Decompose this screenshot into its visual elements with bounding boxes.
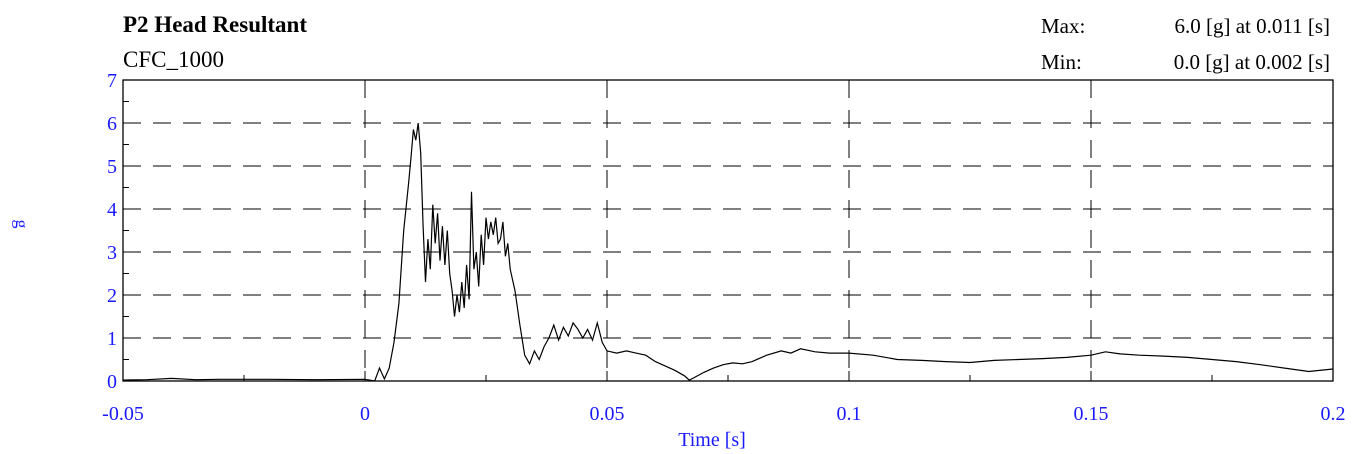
y-tick-label: 6 xyxy=(107,113,117,135)
series-line xyxy=(122,122,1334,382)
grid-lines xyxy=(123,80,1333,381)
x-tick-label: 0.15 xyxy=(1074,403,1109,425)
y-tick-labels: 0 1 2 3 4 5 6 7 xyxy=(107,70,117,393)
x-axis-label: Time [s] xyxy=(678,429,746,451)
min-label: Min: xyxy=(1041,50,1082,74)
max-value: 6.0 [g] at 0.011 [s] xyxy=(1174,14,1330,38)
y-tick-label: 5 xyxy=(107,156,117,178)
min-value: 0.0 [g] at 0.002 [s] xyxy=(1173,50,1330,74)
y-tick-label: 1 xyxy=(107,328,117,350)
x-tick-label: 0.1 xyxy=(837,403,862,425)
chart-subtitle: CFC_1000 xyxy=(123,47,224,72)
max-label: Max: xyxy=(1041,14,1086,38)
x-tick-label: 0.05 xyxy=(590,403,625,425)
y-tick-label: 3 xyxy=(107,242,117,264)
x-tick-labels: -0.05 0 0.05 0.1 0.15 0.2 xyxy=(102,403,1345,425)
y-tick-label: 4 xyxy=(107,199,117,221)
plot-area-frame xyxy=(122,79,1334,382)
x-tick-label: -0.05 xyxy=(102,403,144,425)
y-tick-label: 7 xyxy=(107,70,117,92)
axis-ticks xyxy=(122,79,1334,382)
x-tick-label: 0.2 xyxy=(1321,403,1346,425)
y-tick-label: 0 xyxy=(107,371,117,393)
chart-title: P2 Head Resultant xyxy=(123,12,307,37)
x-tick-label: 0 xyxy=(360,403,370,425)
y-tick-label: 2 xyxy=(107,285,117,307)
y-axis-label: g xyxy=(12,220,32,229)
